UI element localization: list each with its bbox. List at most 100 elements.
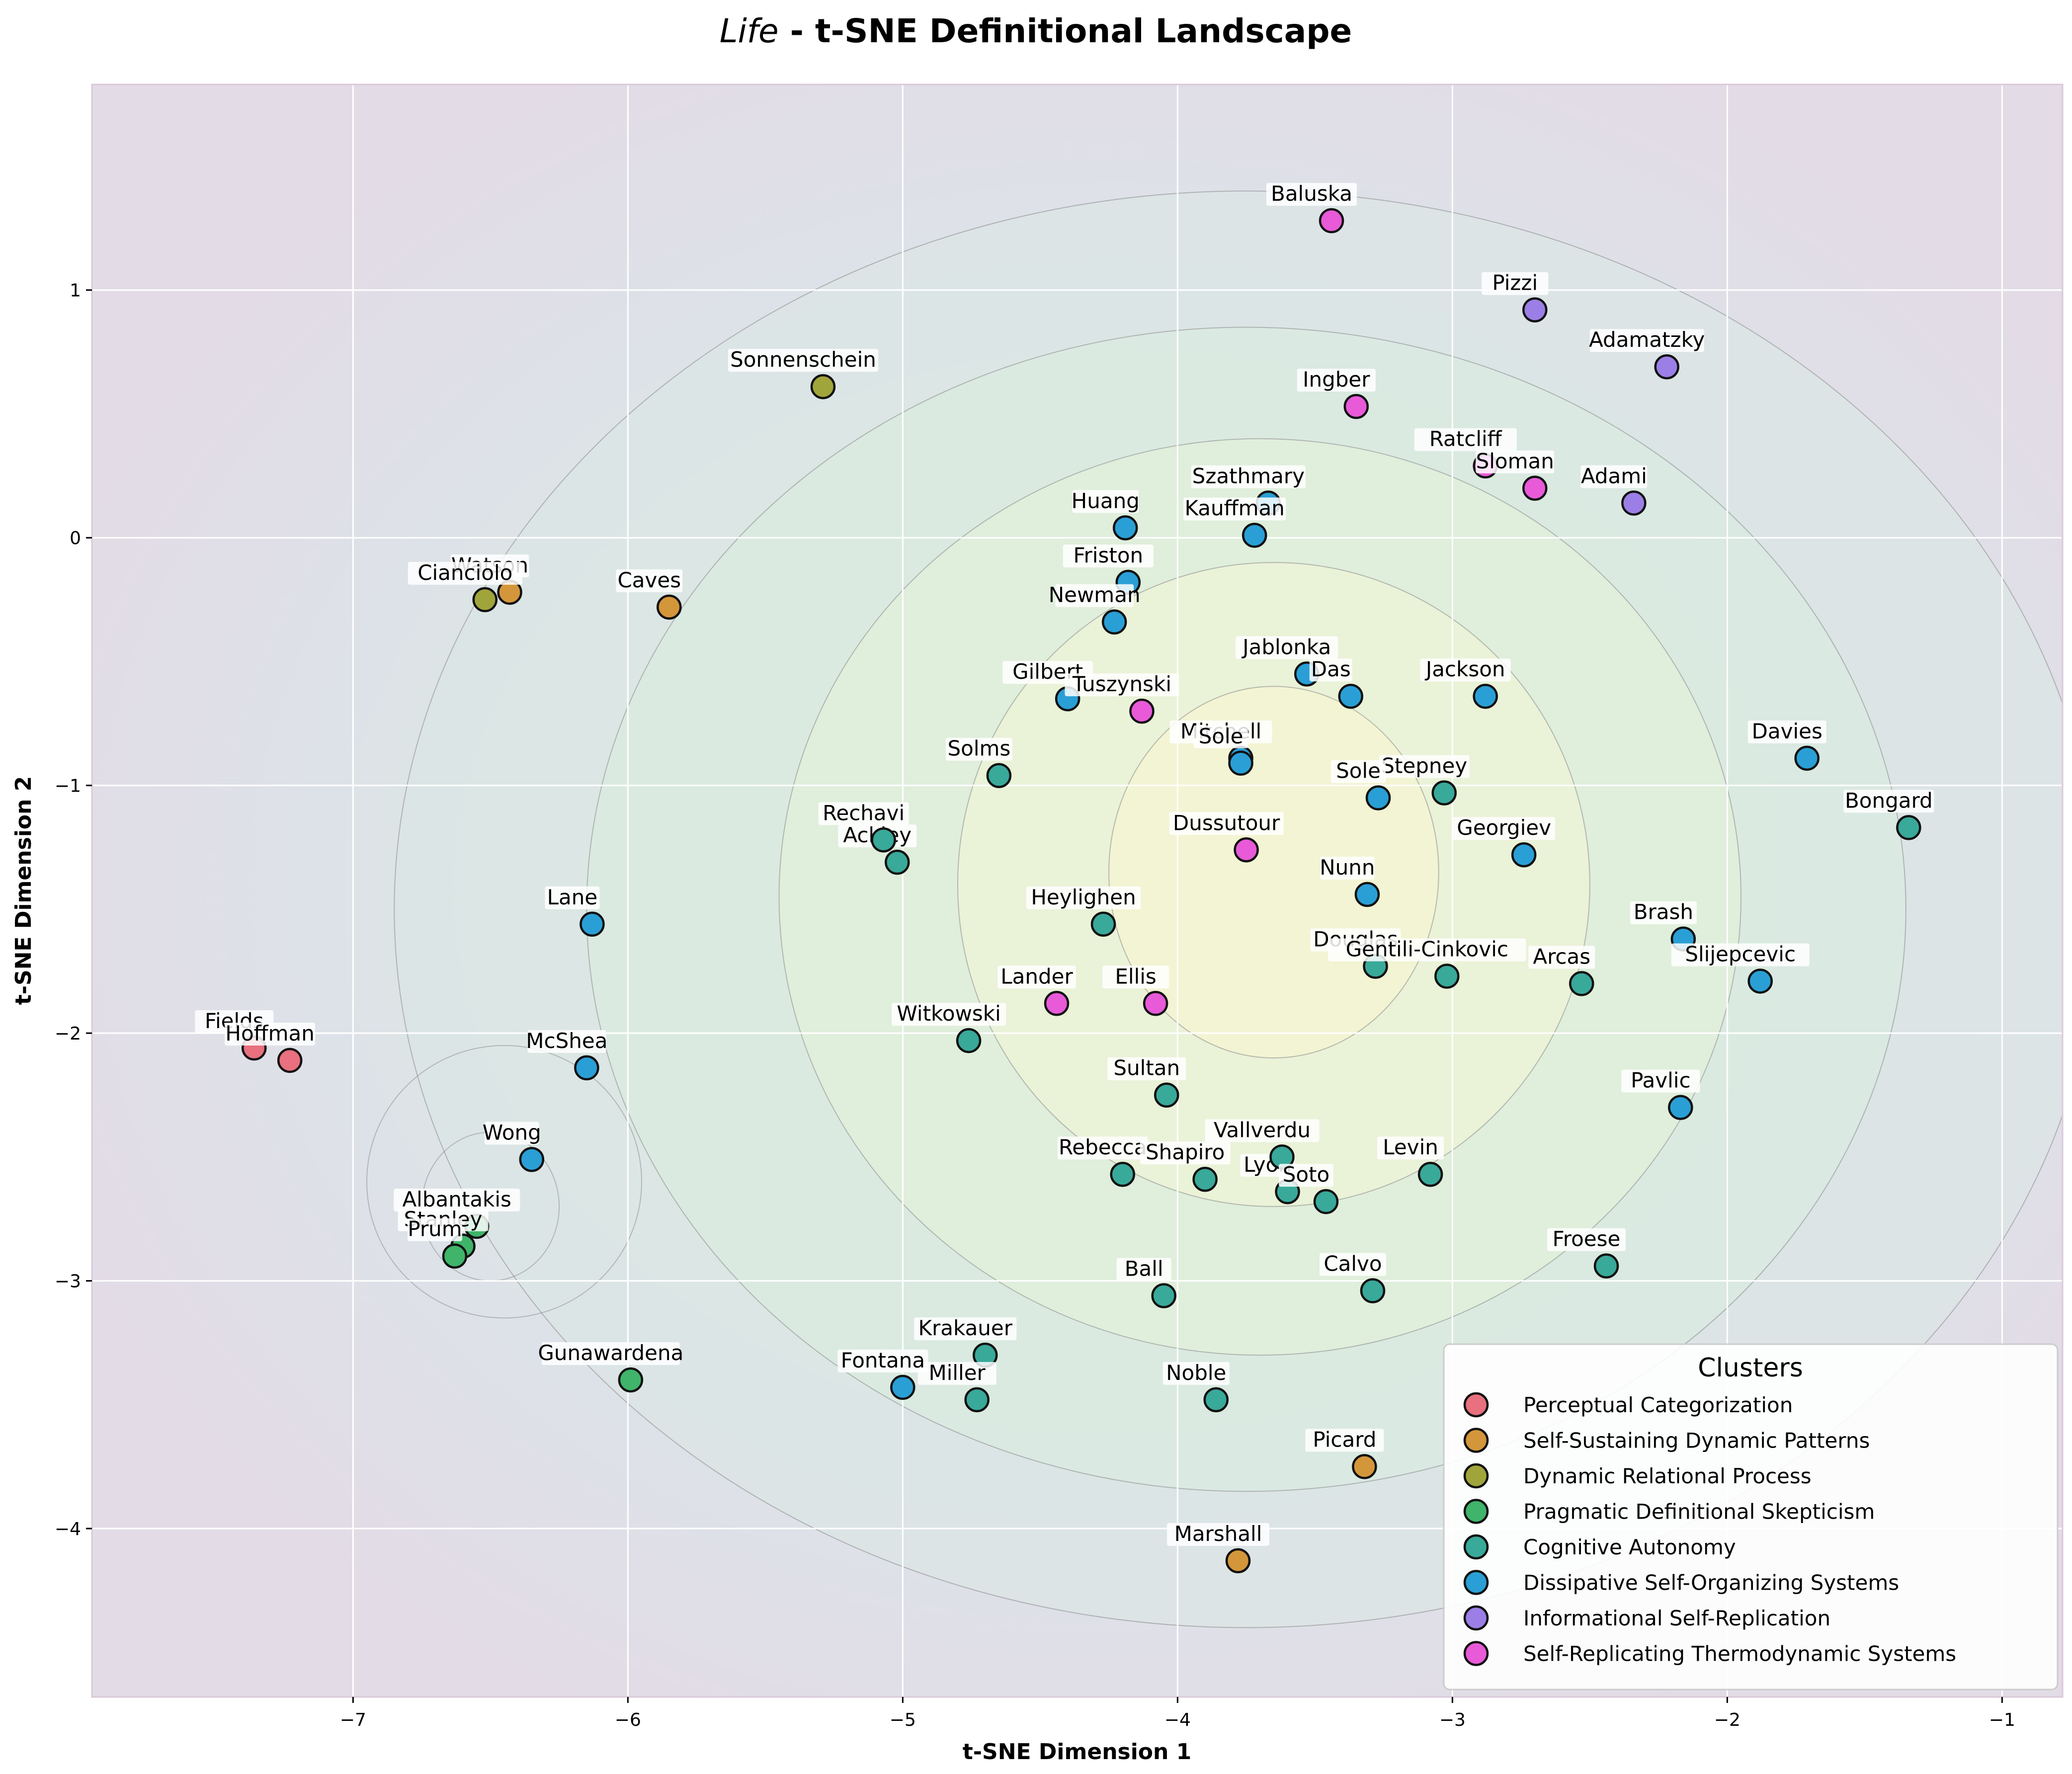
data-point [1896, 815, 1921, 840]
point-label: Heylighen [1031, 885, 1136, 909]
data-point [1143, 991, 1168, 1016]
data-point [472, 587, 498, 613]
point-label: Adamatzky [1589, 327, 1705, 352]
point-label: Gunawardena [538, 1341, 683, 1365]
point-label: Caves [617, 568, 681, 592]
legend-entry: Pragmatic Definitional Skepticism [1523, 1500, 1875, 1524]
point-label-bg [1621, 1069, 1700, 1093]
point-label: Sole [1336, 759, 1381, 783]
data-point [1338, 683, 1363, 709]
point-label-bg [1193, 725, 1248, 748]
data-point [1313, 1189, 1339, 1214]
data-point [810, 374, 836, 400]
data-point [1203, 1387, 1229, 1413]
point-label: Baluska [1271, 181, 1352, 206]
point-label-bg [1420, 658, 1511, 682]
data-point [890, 1374, 915, 1400]
point-label-bg [1528, 946, 1595, 969]
point-label: Friston [1073, 543, 1143, 567]
data-point [885, 849, 910, 875]
data-point [1668, 1095, 1693, 1120]
point-label-bg [1278, 1164, 1333, 1187]
point-label-bg [914, 1317, 1017, 1341]
point-label-bg [1205, 1119, 1320, 1142]
point-label: Georgiev [1457, 815, 1551, 840]
legend-entry: Informational Self-Replication [1523, 1606, 1830, 1630]
data-point [574, 1055, 599, 1081]
point-label-bg [1580, 465, 1648, 488]
point-label: Rechavi [823, 801, 905, 825]
chart-title-rest: - t-SNE Definitional Landscape [779, 12, 1352, 50]
data-point [1621, 490, 1647, 516]
point-label: Picard [1313, 1427, 1376, 1451]
point-label-bg [1140, 1141, 1231, 1165]
point-label: Vallverdu [1214, 1118, 1311, 1142]
plot-frame [91, 83, 2064, 1698]
point-label: Sloman [1476, 449, 1554, 473]
point-label: Newman [1049, 583, 1141, 607]
data-point [618, 1367, 644, 1393]
point-label: Noble [1166, 1361, 1226, 1385]
point-label: Nunn [1320, 855, 1375, 880]
data-point [1110, 1161, 1135, 1187]
point-label: Rebecca [1059, 1135, 1147, 1159]
point-label-bg [1589, 329, 1704, 352]
point-label: Pizzi [1492, 271, 1538, 295]
plot-area: FieldsHoffmanWatsonCavesPicardMarshallSo… [91, 83, 2064, 1698]
point-label: Huang [1072, 488, 1140, 513]
point-label-bg [1162, 1362, 1230, 1385]
data-point [442, 1243, 468, 1269]
point-label: Pavlic [1631, 1068, 1690, 1093]
legend-marker [1463, 1534, 1489, 1560]
point-label: Sonnenschein [730, 347, 876, 372]
data-point [1593, 1253, 1619, 1279]
point-label-bg [1057, 1136, 1148, 1160]
point-label: Gentili-Cinkovic [1346, 937, 1508, 961]
point-label-bg [1331, 760, 1386, 783]
x-tick-label: −6 [615, 1710, 641, 1730]
point-label-bg [1320, 856, 1375, 880]
point-label: Hoffman [225, 1021, 314, 1046]
point-label-bg [1236, 636, 1338, 659]
point-label-bg [1414, 428, 1517, 451]
point-label: Jackson [1424, 657, 1505, 681]
point-label: Kauffman [1184, 496, 1284, 520]
point-label-bg [1102, 966, 1169, 989]
y-tick-label: 0 [70, 528, 81, 549]
y-axis-label: t-SNE Dimension 2 [11, 776, 36, 1005]
point-label-bg [917, 1362, 996, 1385]
legend-entry: Cognitive Autonomy [1523, 1535, 1736, 1559]
point-label: Jablonka [1241, 635, 1331, 659]
data-point [956, 1028, 982, 1053]
legend-entry: Dissipative Self-Organizing Systems [1523, 1571, 1899, 1595]
point-label-bg [1266, 183, 1357, 206]
legend-entry: Self-Sustaining Dynamic Patterns [1523, 1429, 1870, 1453]
point-label: Marshall [1174, 1522, 1262, 1546]
data-point [1747, 968, 1773, 994]
point-label-bg [945, 737, 1012, 761]
data-point [871, 827, 896, 853]
point-label: Prum [408, 1217, 462, 1241]
point-label: Froese [1553, 1227, 1621, 1251]
point-label-bg [616, 569, 683, 592]
data-point [1522, 476, 1548, 501]
point-label: McShea [526, 1029, 607, 1053]
axis-ticks: −7 −6 −5 −4 −3 −2 −1 −4 −3 −2 −1 0 1 [55, 281, 2015, 1730]
point-label-bg [1065, 673, 1179, 697]
data-point [1352, 1454, 1377, 1479]
point-label-bg [818, 802, 909, 825]
point-label-bg [394, 1188, 520, 1211]
point-label-bg [527, 1030, 606, 1053]
legend: Clusters Perceptual Categorization Self-S… [1443, 1343, 2059, 1691]
point-label-bg [541, 1342, 680, 1365]
point-label: Fontana [841, 1348, 925, 1372]
point-label: Das [1311, 657, 1351, 681]
density-contour [366, 1045, 642, 1319]
point-label-bg [1026, 886, 1141, 909]
data-point [1360, 1278, 1386, 1303]
point-label: Miller [928, 1361, 986, 1385]
point-label: Calvo [1324, 1252, 1382, 1276]
legend-marker [1463, 1428, 1489, 1453]
point-label: Stepney [1381, 754, 1467, 778]
